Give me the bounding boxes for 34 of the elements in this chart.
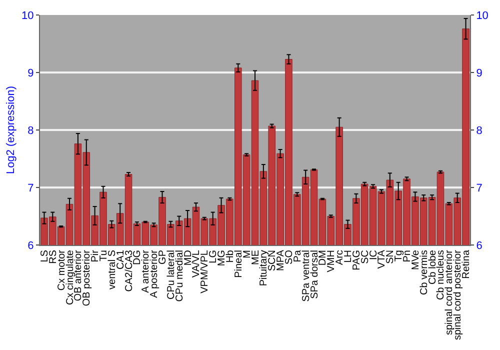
x-tick-label: Pituitary bbox=[258, 250, 270, 286]
y-tick-label: 9 bbox=[28, 67, 34, 80]
x-tick-label: Tu bbox=[98, 250, 110, 262]
y2-tick-label: 6 bbox=[476, 240, 482, 252]
x-tick-label: Retina bbox=[461, 250, 472, 279]
y-tick-label: 10 bbox=[22, 10, 34, 22]
x-tick-label: CPu medial bbox=[174, 250, 186, 302]
x-tick-label: Hb bbox=[224, 250, 236, 263]
x-tick-label: Tg bbox=[394, 250, 405, 262]
x-tick-label: CA1 bbox=[115, 250, 126, 270]
y-tick-label: 8 bbox=[28, 124, 34, 137]
x-tick-label: A posterior bbox=[149, 249, 160, 298]
x-tick-label: PAG bbox=[351, 250, 362, 270]
x-tick-label: Pineal bbox=[233, 250, 244, 278]
x-tick-label: LS bbox=[39, 250, 50, 262]
x-tick-label: SC bbox=[360, 250, 371, 264]
y2-tick-label: 8 bbox=[476, 124, 482, 137]
y-axis-title: Log2 (expression) bbox=[5, 86, 18, 174]
x-tick-label: SO bbox=[284, 250, 295, 264]
x-tick-label: MVe bbox=[410, 250, 422, 270]
y-tick-label: 7 bbox=[28, 182, 34, 194]
x-tick-label: Pa bbox=[292, 250, 304, 262]
x-tick-label: ventral S bbox=[106, 250, 118, 290]
x-tick-label: ME bbox=[250, 250, 262, 265]
y-tick-label: 6 bbox=[28, 240, 34, 252]
y2-tick-label: 7 bbox=[476, 182, 482, 194]
x-tick-label: GP bbox=[158, 250, 168, 264]
y2-tick-label: 9 bbox=[476, 67, 482, 80]
x-tick-label: OB posterior bbox=[82, 249, 93, 306]
y2-tick-label: 10 bbox=[476, 10, 488, 22]
x-tick-label: spinal cord posterior bbox=[452, 249, 464, 340]
x-tick-label: M bbox=[242, 250, 253, 258]
x-tick-label: LH bbox=[343, 250, 354, 263]
x-tick-label: RS bbox=[48, 250, 59, 264]
